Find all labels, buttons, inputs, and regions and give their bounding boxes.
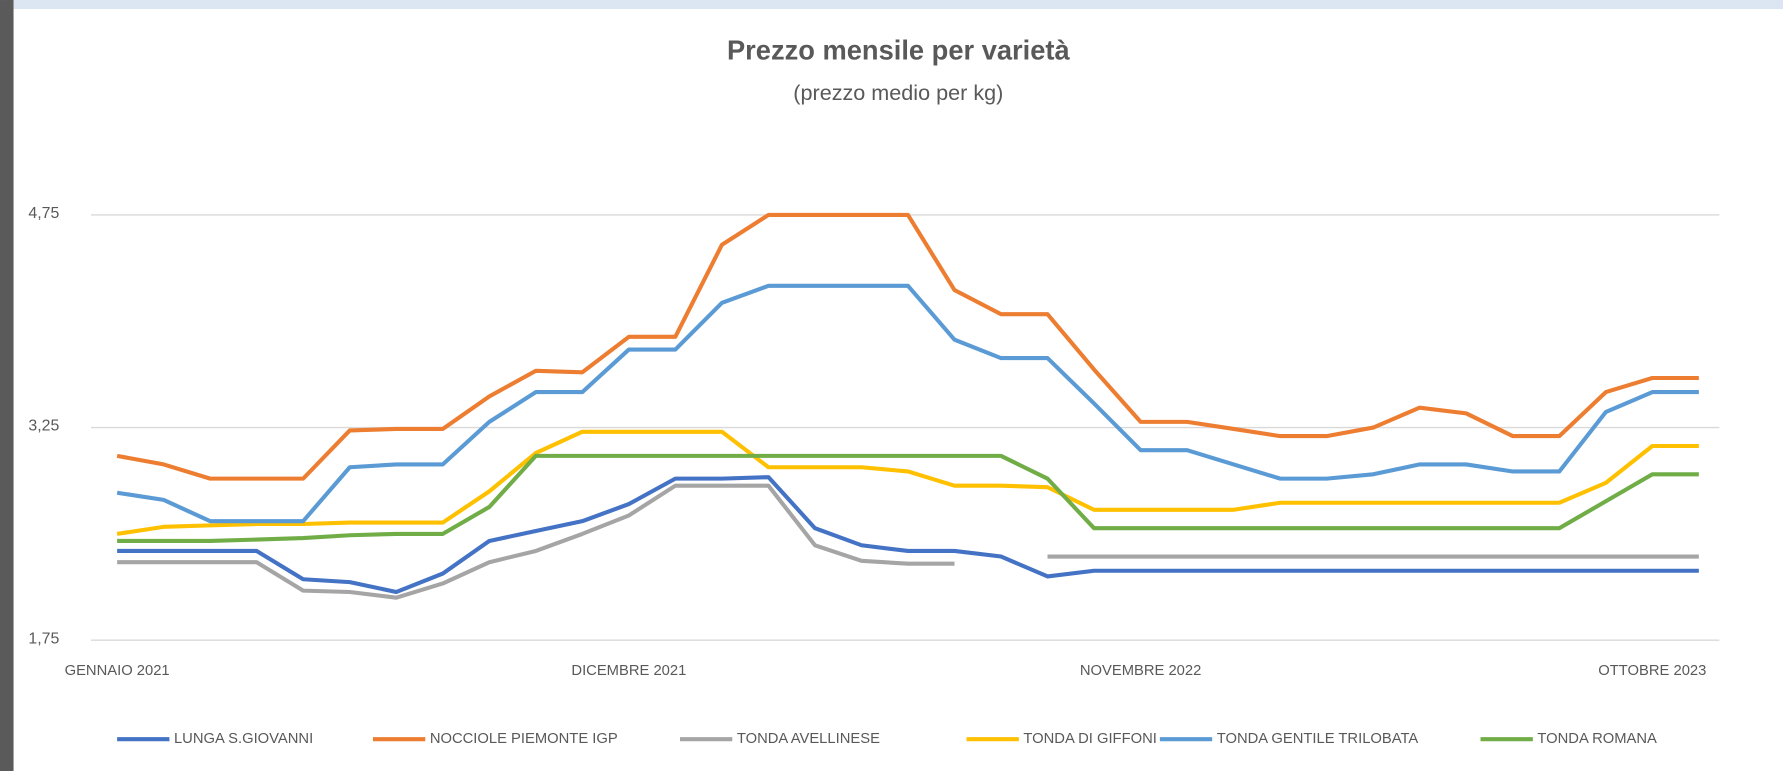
y-tick-label: 1,75 [28,630,59,647]
x-tick-label: NOVEMBRE 2022 [1080,663,1201,679]
y-tick-label: 4,75 [28,205,59,222]
background-strip [0,0,14,771]
x-tick-label: GENNAIO 2021 [65,663,170,679]
chart: Prezzo mensile per varietà (prezzo medio… [0,0,1783,771]
legend-label: TONDA DI GIFFONI [1023,731,1156,747]
y-tick-label: 3,25 [28,418,59,435]
legend-label: TONDA AVELLINESE [737,731,880,747]
chart-title: Prezzo mensile per varietà [727,35,1071,66]
legend-label: NOCCIOLE PIEMONTE IGP [430,731,618,747]
chart-subtitle: (prezzo medio per kg) [793,80,1003,105]
x-tick-label: DICEMBRE 2021 [571,663,686,679]
window-bar [14,0,1783,9]
x-tick-label: OTTOBRE 2023 [1598,663,1706,679]
legend-label: LUNGA S.GIOVANNI [174,731,313,747]
legend-label: TONDA ROMANA [1537,731,1657,747]
legend-label: TONDA GENTILE TRILOBATA [1217,731,1419,747]
page: {"chart_data": { "type": "line", "title"… [0,0,1783,771]
chart-panel [14,9,1783,771]
